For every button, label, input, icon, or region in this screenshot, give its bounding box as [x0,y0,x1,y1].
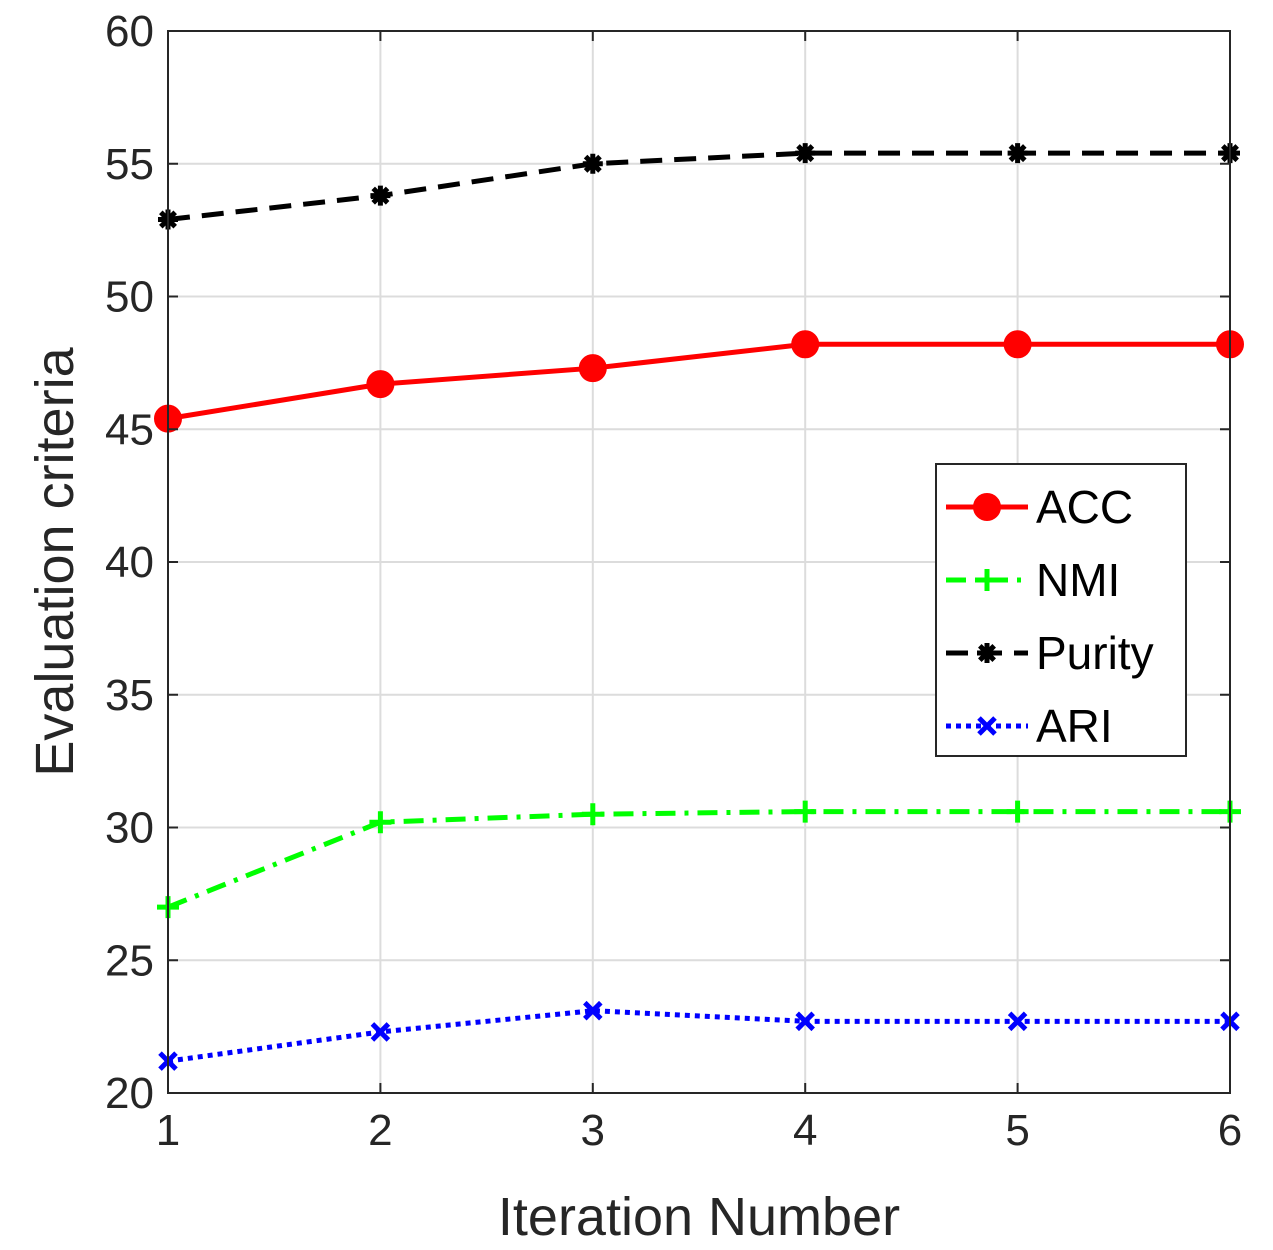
y-axis-ticks: 20 25 30 35 40 45 50 55 60 [105,7,1230,1118]
data-point-purity [795,143,816,164]
legend: ACC NMI Purity ARI [935,463,1187,757]
y-tick-label: 60 [105,7,154,56]
y-tick-label: 45 [105,405,154,454]
x-tick-label: 4 [793,1106,817,1155]
x-tick-label: 5 [1005,1106,1029,1155]
x-tick-label: 1 [156,1106,180,1155]
legend-marker-ari [977,716,997,736]
legend-label-ari: ARI [1036,700,1113,752]
data-point-ari [370,1022,391,1042]
series-line-ari [167,1008,1230,1064]
data-point-nmi [581,803,604,826]
data-point-purity [370,185,391,206]
x-axis-ticks: 1 2 3 4 5 6 [156,31,1242,1155]
y-tick-label: 30 [105,804,154,853]
x-axis-label: Iteration Number [498,1187,900,1247]
x-tick-label: 2 [368,1106,392,1155]
data-point-nmi [794,800,817,823]
data-point-acc [578,354,607,383]
series-line-purity [167,150,1230,222]
y-tick-label: 20 [105,1069,154,1118]
y-tick-label: 50 [105,273,154,322]
legend-label-nmi: NMI [1036,554,1120,606]
series-acc [154,330,1244,433]
data-point-nmi [1006,800,1029,823]
x-tick-label: 3 [581,1106,605,1155]
x-tick-label: 6 [1218,1106,1242,1155]
legend-marker-acc [973,493,1001,521]
data-point-acc [366,370,395,399]
data-point-purity [1007,143,1028,164]
data-point-ari [1007,1011,1028,1032]
data-point-acc [1003,330,1032,359]
y-tick-label: 40 [105,538,154,587]
y-axis-label: Evaluation criteria [25,346,85,776]
y-tick-label: 25 [105,936,154,985]
data-point-nmi [369,811,392,834]
legend-label-purity: Purity [1036,627,1154,679]
data-point-ari [583,1000,603,1021]
series-line-nmi [167,809,1230,910]
legend-marker-nmi [976,569,998,591]
data-point-acc [791,330,820,359]
data-point-ari [795,1011,815,1032]
legend-label-acc: ACC [1036,481,1133,533]
y-tick-label: 35 [105,671,154,720]
series-line-acc [167,341,1230,422]
legend-marker-purity [977,643,997,663]
data-point-purity [582,153,603,174]
y-tick-label: 55 [105,140,154,189]
